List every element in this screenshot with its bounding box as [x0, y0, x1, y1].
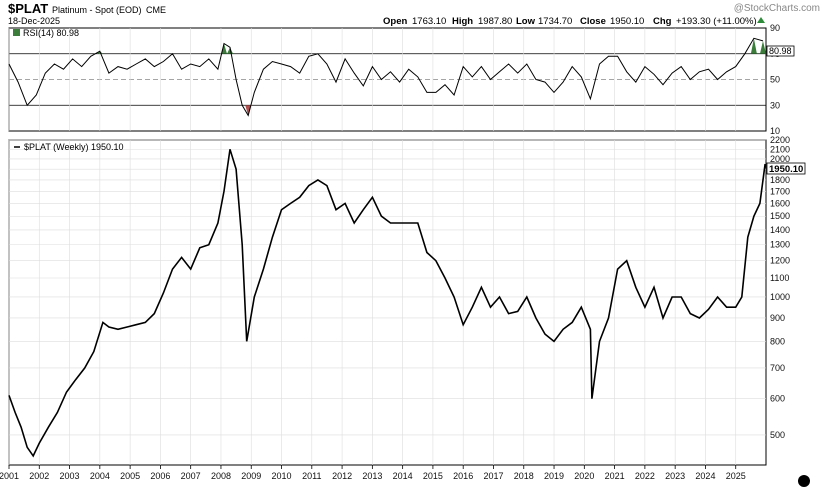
price-last-value-tag: 1950.10 — [766, 162, 806, 175]
rsi-legend: RSI(14) 80.98 — [13, 28, 79, 38]
rsi-y-tick-label: 10 — [770, 126, 780, 136]
price-y-tick-label: 1700 — [770, 186, 790, 196]
x-tick-label: 2010 — [272, 471, 292, 481]
up-arrow-icon — [757, 17, 765, 23]
scroll-dot-icon[interactable] — [798, 475, 810, 487]
price-y-tick-label: 1100 — [770, 273, 789, 283]
rsi-y-tick-label: 50 — [770, 75, 780, 85]
x-tick-label: 2022 — [635, 471, 655, 481]
open-label: Open — [383, 16, 407, 27]
price-y-tick-label: 2100 — [770, 144, 790, 154]
chg-label: Chg — [653, 16, 672, 27]
price-panel-frame — [8, 139, 767, 466]
low-label: Low — [516, 16, 536, 27]
rsi-y-tick-label: 90 — [770, 23, 780, 33]
stockcharts-watermark: @StockCharts.com — [734, 3, 820, 14]
price-y-tick-label: 1400 — [770, 225, 790, 235]
x-tick-label: 2023 — [665, 471, 685, 481]
rsi-y-axis: 1030507090 — [770, 23, 780, 136]
price-series-line — [8, 149, 766, 458]
x-tick-label: 2011 — [302, 471, 321, 481]
rsi-last-value-tag: 80.98 — [766, 45, 795, 57]
x-tick-label: 2014 — [393, 471, 413, 481]
low-value: 1734.70 — [538, 16, 572, 27]
rsi-threshold-fills — [96, 38, 766, 116]
price-legend: $PLAT (Weekly) 1950.10 — [14, 142, 124, 152]
price-y-axis: 500 600 700 800 900 1000 1100 1200 1300 1400 1500 1… — [770, 135, 790, 440]
price-y-tick-label: 500 — [770, 430, 785, 440]
x-tick-label: 2021 — [605, 471, 625, 481]
price-grid — [8, 139, 766, 465]
price-y-tick-label: 1500 — [770, 211, 790, 221]
x-tick-label: 2019 — [544, 471, 564, 481]
x-tick-label: 2012 — [332, 471, 352, 481]
price-y-tick-label: 2000 — [770, 154, 790, 164]
x-tick-label: 2007 — [181, 471, 201, 481]
x-tick-label: 2025 — [726, 471, 746, 481]
price-y-tick-label: 600 — [770, 394, 785, 404]
x-tick-label: 2004 — [90, 471, 110, 481]
x-tick-label: 2009 — [241, 471, 261, 481]
x-tick-label: 2016 — [453, 471, 473, 481]
header-date: 18-Dec-2025 — [8, 16, 60, 26]
symbol-title: $PLAT — [8, 1, 48, 16]
price-y-tick-label: 700 — [770, 363, 785, 373]
price-y-tick-label: 800 — [770, 336, 785, 346]
price-y-tick-label: 2200 — [770, 135, 790, 145]
price-y-tick-label: 1800 — [770, 175, 790, 185]
ohlc-summary: Open 1763.10 High 1987.80 Low 1734.70 Cl… — [383, 16, 765, 27]
x-tick-label: 2020 — [574, 471, 594, 481]
x-tick-label: 2017 — [483, 471, 503, 481]
x-tick-label: 2006 — [150, 471, 170, 481]
price-legend-text: $PLAT (Weekly) 1950.10 — [24, 142, 124, 152]
rsi-legend-text: RSI(14) 80.98 — [23, 28, 79, 38]
rsi-overbought-fill — [227, 47, 234, 54]
rsi-overbought-fill — [750, 38, 757, 54]
x-tick-label: 2024 — [695, 471, 715, 481]
rsi-last-value: 80.98 — [769, 46, 792, 56]
rsi-y-tick-label: 30 — [770, 100, 780, 110]
x-tick-label: 2002 — [29, 471, 49, 481]
x-tick-label: 2018 — [514, 471, 534, 481]
close-label: Close — [580, 16, 606, 27]
chg-value: +193.30 (+11.00%) — [676, 16, 757, 27]
price-y-tick-label: 1200 — [770, 256, 790, 266]
x-tick-label: 2003 — [60, 471, 80, 481]
rsi-overbought-fill — [759, 40, 766, 54]
x-tick-label: 2013 — [362, 471, 382, 481]
high-value: 1987.80 — [478, 16, 512, 27]
instrument-name: Platinum - Spot (EOD) — [52, 5, 142, 15]
high-label: High — [452, 16, 473, 27]
price-y-tick-label: 1300 — [770, 240, 790, 250]
rsi-grid — [8, 28, 766, 131]
x-tick-label: 2005 — [120, 471, 140, 481]
close-value: 1950.10 — [610, 16, 644, 27]
price-y-tick-label: 900 — [770, 313, 785, 323]
rsi-series-line — [8, 37, 764, 117]
exchange-label: CME — [146, 5, 166, 15]
rsi-legend-swatch-icon — [13, 29, 20, 36]
price-y-tick-label: 1600 — [770, 198, 790, 208]
price-y-tick-label: 1000 — [770, 292, 790, 302]
x-axis: 2001 2002 2003 2004 2005 2006 2007 2008 2009 2010… — [0, 465, 746, 481]
x-tick-label: 2015 — [423, 471, 443, 481]
x-tick-label: 2001 — [0, 471, 19, 481]
price-last-value: 1950.10 — [769, 164, 803, 175]
x-tick-label: 2008 — [211, 471, 231, 481]
open-value: 1763.10 — [412, 16, 446, 27]
